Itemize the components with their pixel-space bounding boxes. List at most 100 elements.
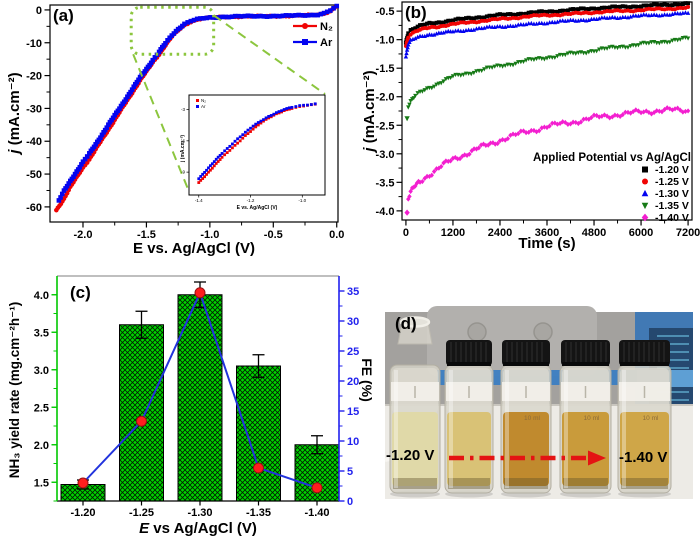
data-marker xyxy=(58,195,63,200)
data-marker xyxy=(404,209,410,216)
data-marker xyxy=(152,55,158,60)
data-marker xyxy=(662,2,667,7)
data-marker xyxy=(294,105,298,108)
data-marker xyxy=(456,16,461,21)
data-marker xyxy=(618,4,623,9)
data-marker xyxy=(649,3,654,8)
data-marker xyxy=(418,23,423,28)
data-marker xyxy=(657,41,662,46)
data-marker xyxy=(406,31,411,36)
data-marker xyxy=(602,15,607,20)
data-marker xyxy=(406,42,411,47)
data-marker xyxy=(156,49,162,55)
data-marker xyxy=(238,139,242,143)
direction-arrow-head xyxy=(588,450,606,466)
tick-label: -2.0 xyxy=(74,229,93,241)
data-marker xyxy=(545,9,549,14)
tick-label: 1200 xyxy=(441,227,465,239)
data-marker xyxy=(680,2,685,7)
data-marker xyxy=(479,68,484,74)
tick-label: 2.0 xyxy=(34,440,49,452)
tick-label: -1.0 xyxy=(200,229,219,241)
data-marker xyxy=(657,108,662,114)
data-marker xyxy=(683,108,688,115)
data-marker xyxy=(408,188,413,194)
data-marker xyxy=(64,183,70,189)
data-marker xyxy=(638,41,644,46)
data-marker xyxy=(607,45,612,50)
data-marker xyxy=(79,162,84,167)
data-marker xyxy=(413,26,418,31)
data-marker xyxy=(197,181,201,184)
panel-c-right-axis-title: FE (%) xyxy=(359,358,375,402)
tick-label: 10 xyxy=(347,436,359,448)
data-marker xyxy=(432,21,437,26)
data-marker xyxy=(223,153,227,157)
data-marker xyxy=(542,57,547,62)
fe-marker xyxy=(253,462,264,474)
data-marker xyxy=(407,193,412,200)
data-marker xyxy=(581,17,586,23)
data-marker xyxy=(203,175,206,179)
data-marker xyxy=(243,134,247,137)
vial-liquid xyxy=(447,412,491,486)
data-marker xyxy=(623,14,628,20)
tick-label: 0.0 xyxy=(329,229,344,241)
data-marker xyxy=(241,136,245,140)
data-marker xyxy=(203,171,206,174)
data-marker xyxy=(264,117,268,121)
data-marker xyxy=(644,12,649,17)
data-marker xyxy=(251,127,255,131)
data-marker xyxy=(245,13,251,19)
data-marker xyxy=(529,10,534,15)
tick-label: 20 xyxy=(347,376,359,388)
data-marker xyxy=(560,8,565,13)
data-marker xyxy=(469,72,474,77)
data-marker xyxy=(461,16,466,21)
data-marker xyxy=(56,198,62,203)
data-marker xyxy=(651,109,657,116)
data-marker xyxy=(231,146,234,150)
series-Ar xyxy=(56,3,340,203)
tick-label: -50 xyxy=(26,169,42,181)
vial-sediment xyxy=(504,478,548,489)
data-marker xyxy=(623,4,628,9)
data-marker xyxy=(191,17,197,23)
data-marker xyxy=(492,64,497,69)
data-marker xyxy=(457,156,463,162)
data-marker xyxy=(450,18,455,23)
data-marker xyxy=(518,11,523,16)
data-marker xyxy=(218,158,222,161)
data-marker xyxy=(537,9,542,14)
data-marker xyxy=(182,21,187,27)
data-marker xyxy=(209,164,212,168)
data-marker xyxy=(277,13,282,19)
data-marker xyxy=(565,8,570,13)
vial-4: 10 ml xyxy=(559,340,612,498)
data-marker xyxy=(99,132,105,138)
data-marker xyxy=(652,2,657,7)
data-marker xyxy=(685,108,691,114)
data-marker xyxy=(513,132,518,138)
data-marker xyxy=(670,38,675,43)
data-marker xyxy=(620,112,625,118)
data-marker xyxy=(479,15,484,20)
data-marker xyxy=(259,119,263,123)
data-marker xyxy=(576,50,581,55)
series--1.35 V xyxy=(404,35,691,122)
data-marker xyxy=(529,20,534,26)
data-marker xyxy=(680,36,686,41)
data-marker xyxy=(625,45,631,50)
data-marker xyxy=(552,9,557,14)
data-marker xyxy=(680,109,686,115)
tick-label: -60 xyxy=(26,202,42,214)
data-marker xyxy=(299,12,305,18)
data-marker xyxy=(516,12,521,17)
data-marker xyxy=(262,119,265,123)
data-marker xyxy=(565,51,571,56)
data-marker xyxy=(471,27,477,32)
data-marker xyxy=(511,12,516,17)
data-marker xyxy=(72,171,78,177)
data-marker xyxy=(210,166,214,170)
